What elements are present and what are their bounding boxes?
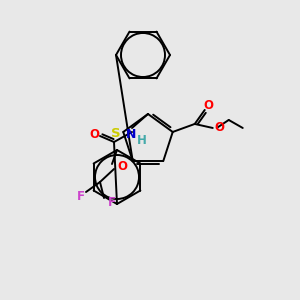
- Text: F: F: [108, 196, 116, 208]
- Text: O: O: [215, 122, 225, 134]
- Text: O: O: [117, 160, 127, 173]
- Text: O: O: [89, 128, 99, 140]
- Text: O: O: [204, 100, 214, 112]
- Text: S: S: [112, 128, 121, 140]
- Text: F: F: [77, 190, 85, 202]
- Text: H: H: [137, 134, 147, 146]
- Text: N: N: [126, 128, 136, 142]
